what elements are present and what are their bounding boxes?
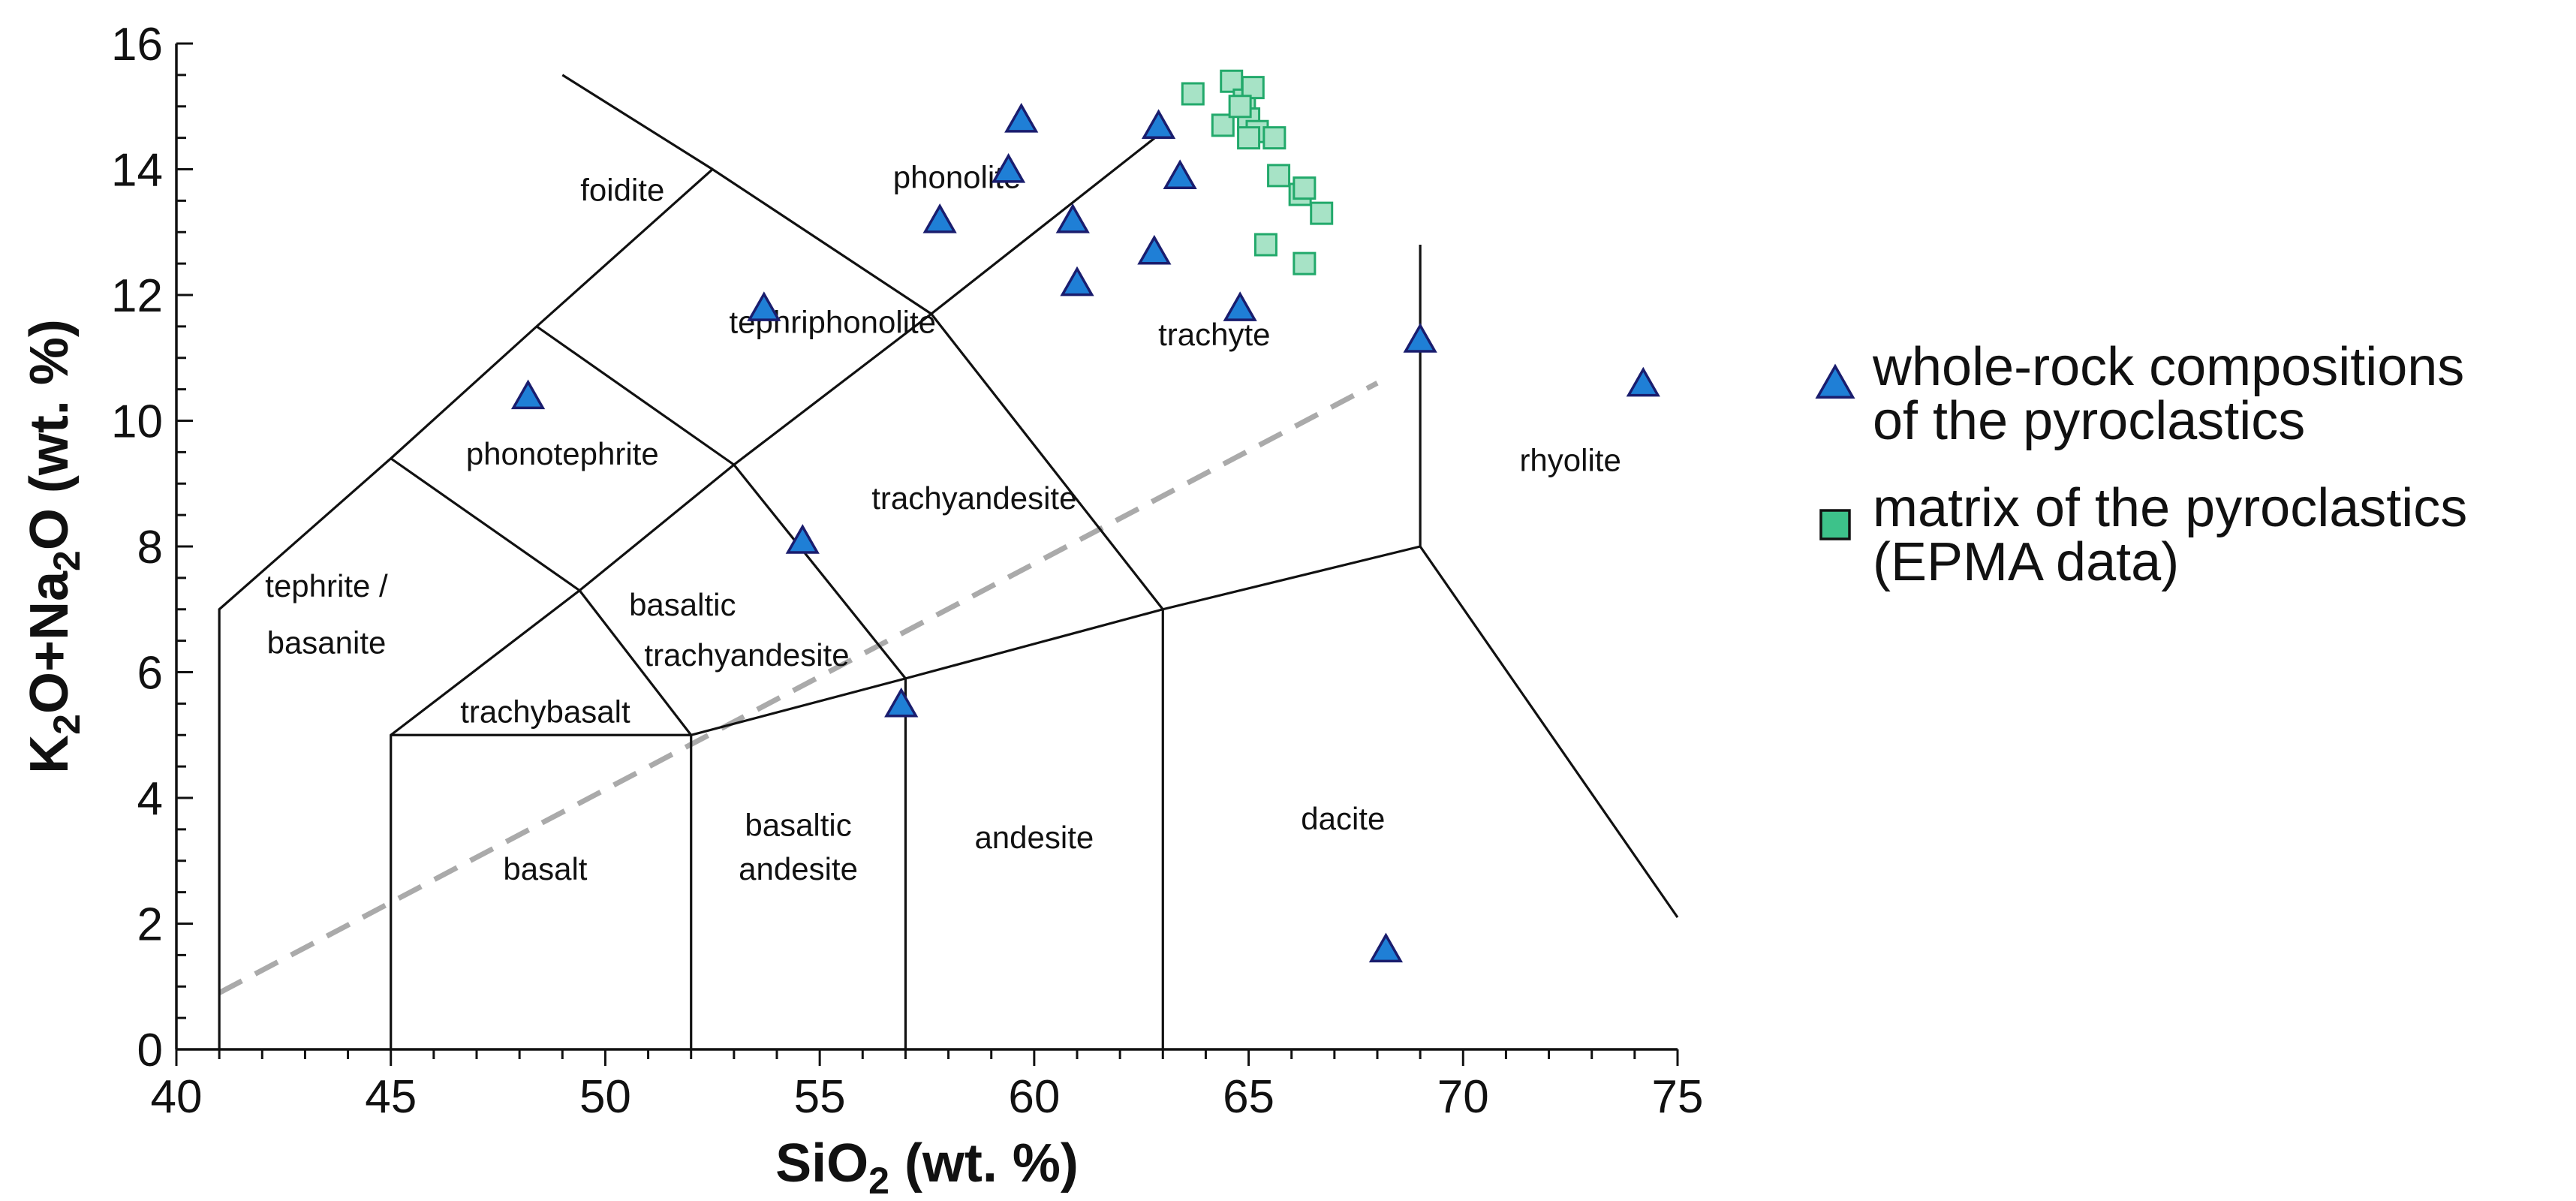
- field-boundary-9: [536, 325, 735, 466]
- field-label: trachybasalt: [460, 694, 630, 730]
- x-tick-label: 40: [151, 1071, 203, 1123]
- field-boundary-1: [390, 312, 932, 1049]
- field-label: tephrite /: [265, 568, 388, 604]
- x-tick-label: 55: [794, 1071, 846, 1123]
- y-tick-label: 10: [111, 396, 163, 448]
- y-axis-title: K2O+Na2O (wt. %): [20, 319, 88, 774]
- whole-rock-point: [991, 152, 1026, 183]
- y-tick-label: 14: [111, 145, 163, 197]
- x-axis-title-main: SiO: [775, 1133, 868, 1193]
- epma-matrix-point: [1267, 164, 1291, 188]
- legend-entry-line1: matrix of the pyroclastics: [1873, 478, 2467, 538]
- alkaline-divide-line: [218, 381, 1379, 995]
- epma-matrix-point: [1237, 126, 1261, 150]
- field-label: trachyandesite: [871, 480, 1076, 516]
- whole-rock-point: [1060, 266, 1094, 296]
- y-tick-label: 16: [111, 19, 163, 71]
- legend-entry-line1: whole-rock compositions: [1872, 337, 2464, 397]
- y-axis-title-part: 2: [46, 714, 88, 735]
- whole-rock-point: [785, 524, 820, 554]
- y-tick-label: 2: [137, 899, 163, 951]
- field-label: phonotephrite: [466, 436, 659, 471]
- whole-rock-point: [1141, 109, 1176, 140]
- field-boundary-7: [733, 464, 907, 679]
- epma-matrix-point: [1228, 95, 1252, 119]
- x-tick-label: 70: [1437, 1071, 1489, 1123]
- epma-matrix-point: [1310, 201, 1334, 225]
- whole-rock-point: [884, 687, 919, 718]
- field-label: andesite: [739, 851, 858, 886]
- field-label: basaltic: [745, 807, 851, 842]
- epma-matrix-point: [1181, 82, 1205, 106]
- legend-square-marker: [1819, 509, 1851, 540]
- legend-triangle-marker: [1815, 363, 1855, 399]
- whole-rock-point: [1403, 323, 1437, 353]
- legend-entry-line2: of the pyroclastics: [1873, 391, 2305, 451]
- x-tick-label: 60: [1008, 1071, 1060, 1123]
- x-tick-label: 45: [365, 1071, 417, 1123]
- whole-rock-point: [1368, 932, 1404, 963]
- x-axis-title-rest: (wt. %): [889, 1133, 1079, 1193]
- field-label: andesite: [974, 820, 1094, 855]
- y-tick-label: 6: [137, 648, 163, 700]
- x-tick-label: 65: [1223, 1071, 1274, 1123]
- legend-entry-line2: (EPMA data): [1873, 532, 2179, 592]
- field-label: basanite: [267, 625, 387, 660]
- whole-rock-point: [1055, 203, 1090, 233]
- field-boundary-8: [390, 457, 581, 591]
- epma-matrix-point: [1241, 76, 1265, 100]
- epma-matrix-point: [1293, 251, 1317, 275]
- whole-rock-point: [510, 379, 546, 410]
- epma-matrix-point: [1211, 113, 1235, 137]
- field-boundary-6: [578, 589, 692, 736]
- y-axis-title-part: 2: [46, 550, 88, 571]
- x-tick-label: 50: [579, 1071, 631, 1123]
- whole-rock-point: [1004, 102, 1039, 133]
- field-boundary-11: [561, 74, 714, 170]
- y-tick-label: 4: [137, 773, 163, 825]
- y-axis-title-part: O (wt. %): [20, 319, 80, 550]
- whole-rock-point: [1163, 159, 1197, 190]
- x-axis-title: SiO2 (wt. %): [775, 1133, 1079, 1201]
- whole-rock-point: [1223, 291, 1257, 321]
- field-label: rhyolite: [1519, 443, 1621, 478]
- whole-rock-point: [1137, 234, 1172, 265]
- field-label: basaltic: [629, 587, 736, 622]
- field-label: trachyandesite: [644, 637, 849, 673]
- x-tick-label: 75: [1652, 1071, 1704, 1123]
- y-axis-title-part: O+Na: [20, 570, 80, 714]
- y-tick-label: 8: [137, 522, 163, 573]
- field-label: foidite: [580, 172, 664, 207]
- whole-rock-point: [922, 203, 957, 233]
- field-boundary-10: [930, 130, 1164, 315]
- field-label: dacite: [1301, 801, 1385, 836]
- epma-matrix-point: [1253, 233, 1277, 257]
- field-label: basalt: [503, 851, 587, 886]
- whole-rock-point: [747, 291, 781, 321]
- field-boundary-12: [1419, 245, 1679, 919]
- epma-matrix-point: [1293, 176, 1317, 200]
- whole-rock-point: [1626, 366, 1660, 397]
- field-label: trachyte: [1158, 317, 1270, 352]
- y-tick-label: 0: [137, 1025, 163, 1076]
- epma-matrix-point: [1262, 126, 1286, 150]
- y-tick-label: 12: [111, 270, 163, 322]
- y-axis-title-part: K: [20, 735, 80, 774]
- x-axis-title-sub: 2: [868, 1160, 889, 1201]
